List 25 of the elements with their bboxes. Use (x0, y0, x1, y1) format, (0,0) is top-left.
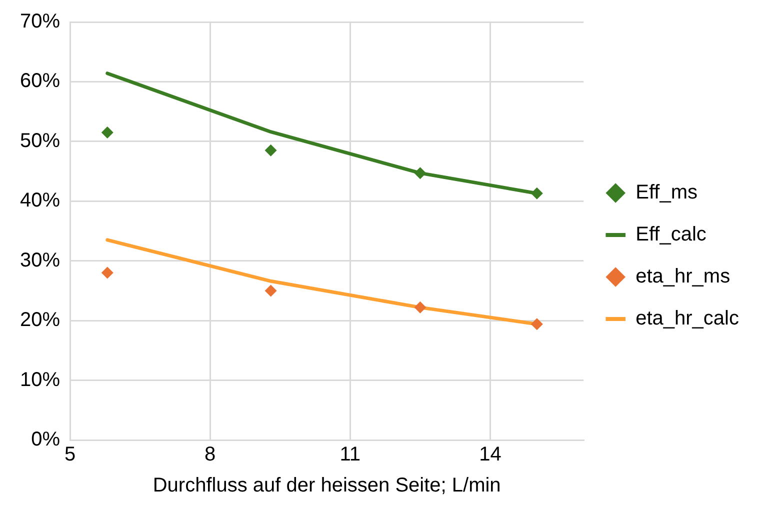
x-axis-title: Durchfluss auf der heissen Seite; L/min (152, 474, 501, 497)
y-tick-label: 70% (20, 10, 60, 33)
point (530, 187, 543, 200)
point (530, 318, 543, 330)
y-tick-label: 20% (20, 309, 60, 332)
point (264, 284, 277, 297)
y-tick-label: 10% (20, 368, 60, 391)
x-tick-label: 5 (64, 444, 76, 466)
y-tick-label: 30% (20, 249, 60, 272)
legend-label: Eff_ms (636, 182, 698, 204)
point (414, 167, 426, 180)
x-tick-label: 14 (479, 444, 502, 466)
y-tick-label: 60% (20, 70, 60, 92)
x-tick-label: 8 (204, 444, 216, 466)
legend-label: eta_hr_calc (636, 308, 740, 330)
legend-label: Eff_calc (636, 224, 706, 246)
point (101, 126, 114, 138)
point (101, 266, 114, 279)
point (264, 144, 277, 156)
y-tick-label: 0% (31, 428, 60, 451)
x-tick-label: 11 (340, 444, 361, 466)
legend-label: eta_hr_ms (636, 266, 730, 288)
point (414, 301, 426, 314)
y-tick-label: 50% (20, 130, 60, 152)
y-tick-label: 40% (20, 190, 60, 212)
